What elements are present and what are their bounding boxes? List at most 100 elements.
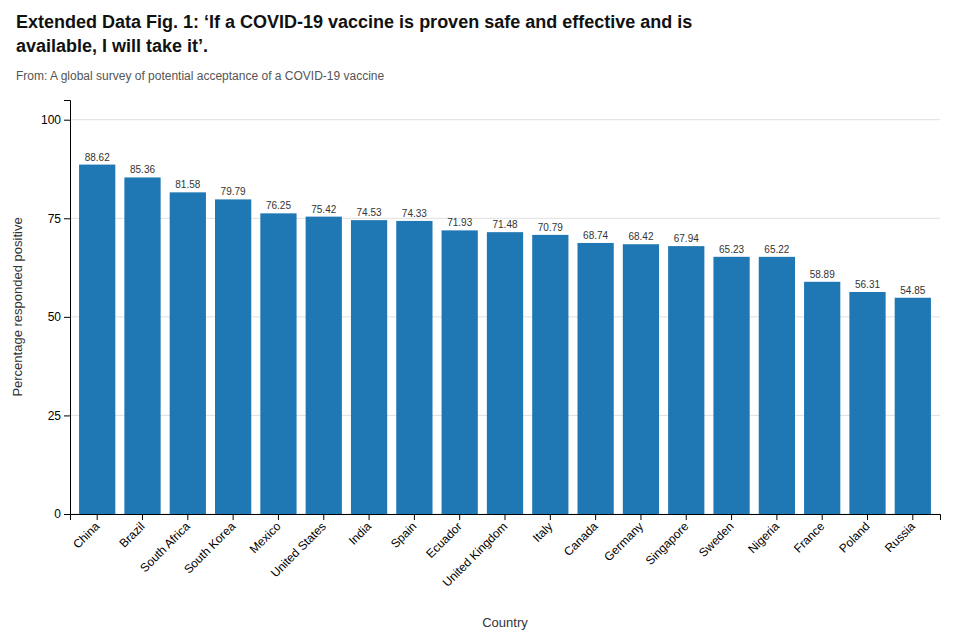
y-tick-label: 75	[48, 212, 62, 226]
data-label: 56.31	[855, 279, 880, 290]
data-label: 65.23	[719, 244, 744, 255]
x-tick-mark	[595, 514, 596, 520]
y-tick: 100	[41, 113, 70, 127]
y-tick-mark	[64, 218, 70, 219]
x-axis-title: Country	[482, 615, 528, 630]
x-tick-label: South Korea	[181, 519, 238, 576]
x-tick-mark	[323, 514, 324, 520]
y-tick: 25	[48, 409, 70, 423]
x-tick-mark	[142, 514, 143, 520]
y-tick-mark	[64, 317, 70, 318]
grid	[70, 120, 940, 514]
y-axis-line	[64, 101, 71, 515]
x-tick-label: United Kingdom	[440, 519, 510, 589]
data-label: 71.48	[492, 219, 517, 230]
y-tick-label: 0	[54, 507, 61, 521]
bar	[849, 292, 885, 514]
x-tick: India	[346, 514, 375, 548]
bar	[260, 213, 296, 514]
bar	[804, 282, 840, 514]
data-label: 85.36	[130, 164, 155, 175]
y-tick-label: 100	[41, 113, 61, 127]
x-tick-mark	[233, 514, 234, 520]
x-tick-mark	[912, 514, 913, 520]
bar	[215, 199, 251, 514]
x-tick: Canada	[561, 514, 601, 559]
bar	[124, 177, 160, 514]
bar	[623, 244, 659, 514]
x-tick-label: Russia	[882, 519, 918, 555]
y-tick: 75	[48, 212, 70, 226]
x-tick: China	[70, 514, 102, 551]
x-tick-mark	[776, 514, 777, 520]
y-tick-mark	[64, 415, 70, 416]
bar	[668, 246, 704, 514]
x-tick: Nigeria	[745, 514, 782, 556]
x-tick: Ecuador	[423, 514, 465, 561]
y-tick: 50	[48, 310, 70, 324]
x-tick: South Korea	[181, 514, 238, 576]
x-tick-label: Germany	[601, 519, 646, 564]
data-label: 67.94	[674, 233, 699, 244]
x-tick-mark	[97, 514, 98, 520]
y-tick: 0	[54, 507, 70, 521]
x-tick-mark	[459, 514, 460, 520]
data-label: 79.79	[221, 186, 246, 197]
data-label: 58.89	[810, 269, 835, 280]
data-label: 88.62	[85, 152, 110, 163]
x-tick-mark	[187, 514, 188, 520]
x-tick-mark	[505, 514, 506, 520]
data-label: 68.42	[628, 231, 653, 242]
x-tick: Mexico	[247, 514, 284, 556]
x-tick: Brazil	[116, 514, 147, 550]
data-label: 76.25	[266, 200, 291, 211]
x-tick-label: Ecuador	[423, 519, 465, 561]
bar	[578, 243, 614, 514]
bar	[306, 217, 342, 514]
data-label: 65.22	[764, 244, 789, 255]
bar	[170, 192, 206, 514]
y-tick-label: 50	[48, 310, 62, 324]
x-tick-label: Singapore	[643, 519, 692, 568]
x-tick-label: Italy	[530, 519, 555, 544]
x-tick-label: France	[791, 519, 828, 556]
x-axis-line	[71, 515, 941, 521]
data-label: 74.53	[357, 207, 382, 218]
x-tick-label: Nigeria	[745, 519, 782, 556]
bars	[79, 165, 931, 514]
bar	[442, 230, 478, 514]
x-tick: Russia	[882, 514, 918, 555]
x-tick: United States	[268, 514, 329, 580]
bar	[79, 165, 115, 514]
x-tick: United Kingdom	[440, 514, 510, 590]
x-tick-mark	[278, 514, 279, 520]
bar	[487, 232, 523, 514]
x-axis: ChinaBrazilSouth AfricaSouth KoreaMexico…	[70, 514, 940, 590]
subtitle: From: A global survey of potential accep…	[16, 69, 385, 83]
bar	[713, 257, 749, 514]
x-tick-mark	[369, 514, 370, 520]
data-label: 70.79	[538, 222, 563, 233]
y-tick-mark	[64, 120, 70, 121]
x-tick-mark	[686, 514, 687, 520]
title: Extended Data Fig. 1: ‘If a COVID-19 vac…	[16, 12, 692, 32]
x-tick-mark	[822, 514, 823, 520]
x-tick: France	[791, 514, 828, 556]
x-tick-mark	[867, 514, 868, 520]
x-tick: Germany	[601, 514, 646, 564]
data-label: 68.74	[583, 230, 608, 241]
x-tick-label: China	[70, 519, 102, 551]
bar	[396, 221, 432, 514]
x-tick: Sweden	[696, 514, 737, 560]
y-axis-title: Percentage responded positive	[10, 217, 25, 396]
grid-line	[70, 119, 940, 120]
x-tick: Spain	[388, 514, 420, 551]
bar	[532, 235, 568, 514]
data-label: 74.33	[402, 208, 427, 219]
x-tick: Italy	[530, 514, 555, 545]
data-label: 54.85	[900, 285, 925, 296]
x-tick-label: Mexico	[247, 519, 284, 556]
x-tick-mark	[550, 514, 551, 520]
data-label: 75.42	[311, 204, 336, 215]
chart: Extended Data Fig. 1: ‘If a COVID-19 vac…	[0, 0, 960, 639]
